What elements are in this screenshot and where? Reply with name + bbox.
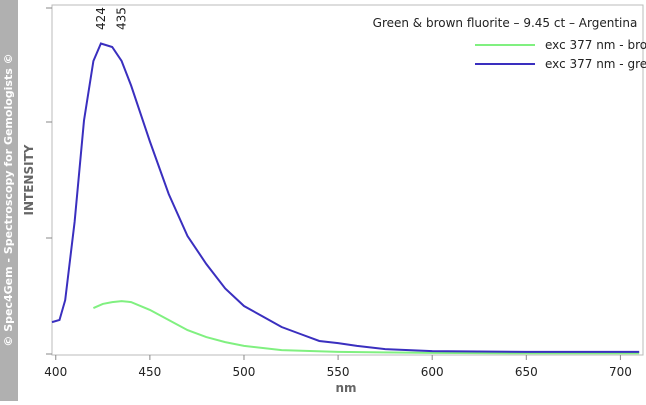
credit-band <box>0 0 18 401</box>
x-tick-label: 550 <box>327 365 350 379</box>
credit: © Spec4Gem - Spectroscopy for Gemologist… <box>2 53 15 346</box>
x-tick-label: 650 <box>515 365 538 379</box>
series-line <box>92 300 640 355</box>
chart-title: Green & brown fluorite – 9.45 ct – Argen… <box>373 16 638 30</box>
x-tick-label: 450 <box>138 365 161 379</box>
x-axis-label: nm <box>335 381 356 395</box>
x-tick-label: 500 <box>233 365 256 379</box>
annotation: 435 <box>115 7 129 30</box>
x-tick-label: 400 <box>44 365 67 379</box>
x-tick-label: 700 <box>609 365 632 379</box>
y-axis-label: INTENSITY <box>22 144 36 215</box>
x-tick-label: 600 <box>421 365 444 379</box>
plot-frame <box>51 4 644 356</box>
annotation: 424 <box>94 7 108 30</box>
y-axis-ticks <box>46 7 52 355</box>
legend-label: exc 377 nm - green <box>545 57 646 71</box>
legend-label: exc 377 nm - brown <box>545 38 646 52</box>
series-line <box>51 42 640 353</box>
